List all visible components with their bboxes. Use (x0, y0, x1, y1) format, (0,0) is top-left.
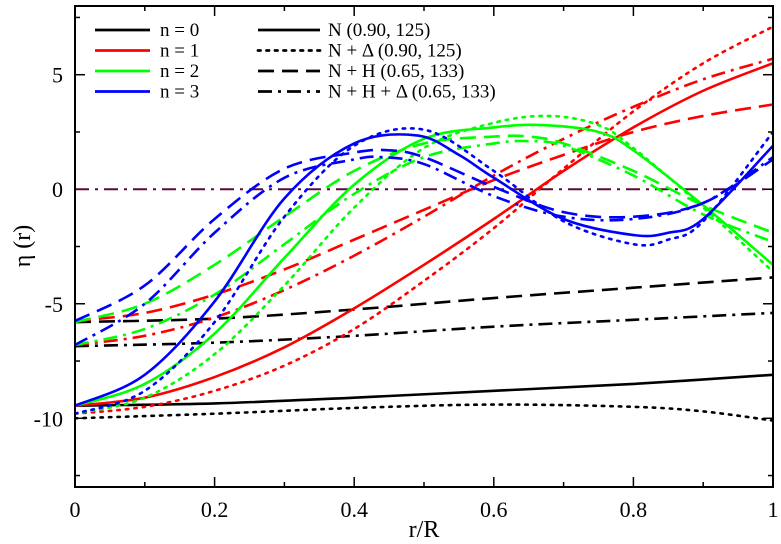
series-line-8 (75, 123, 773, 407)
legend-color-label: n = 0 (160, 20, 199, 41)
x-tick-label: 0.4 (340, 497, 368, 522)
x-tick-label: 1 (768, 497, 779, 522)
legend-style-label: N + H + Δ (0.65, 133) (328, 82, 496, 103)
series-line-5 (75, 25, 773, 415)
series-line-14 (75, 148, 773, 323)
tick-labels: 0 0.2 0.4 0.6 0.8 1 -10 -5 0 5 (34, 63, 779, 522)
series-line-13 (75, 127, 773, 415)
y-axis-title: η (r) (10, 225, 36, 268)
y-tick-label: 0 (52, 177, 63, 202)
legend-style-label: N + H (0.65, 133) (328, 61, 464, 82)
x-tick-label: 0.8 (620, 497, 648, 522)
legend-style-label: N (0.90, 125) (328, 20, 430, 41)
y-tick-label: 5 (52, 63, 63, 88)
series-line-10 (75, 134, 773, 324)
x-tick-label: 0.2 (201, 497, 229, 522)
series-line-15 (75, 155, 773, 347)
x-axis-title: r/R (409, 517, 440, 543)
x-tick-label: 0 (70, 497, 81, 522)
series-line-2 (75, 276, 773, 324)
x-tick-label: 0.6 (480, 497, 508, 522)
legend-style-label: N + Δ (0.90, 125) (328, 41, 462, 62)
y-tick-label: -10 (34, 406, 63, 431)
plot-frame (74, 5, 774, 488)
legend-color-label: n = 3 (160, 82, 199, 103)
series-line-12 (75, 133, 773, 407)
series-line-0 (75, 373, 773, 407)
series-line-6 (75, 103, 773, 323)
series-line-4 (75, 62, 773, 407)
legend-color-label: n = 1 (160, 41, 199, 62)
series-line-11 (75, 139, 773, 347)
series-layer (75, 25, 773, 422)
y-tick-label: -5 (45, 292, 63, 317)
legend: n = 0n = 1n = 2n = 3 N (0.90, 125)N + Δ (… (95, 20, 496, 103)
legend-color-label: n = 2 (160, 61, 199, 82)
series-line-1 (75, 403, 773, 422)
